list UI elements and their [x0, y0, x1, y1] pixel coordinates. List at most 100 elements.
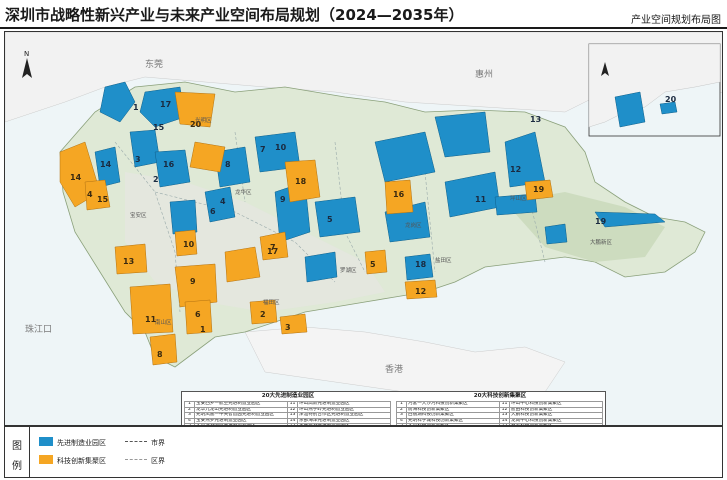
- list-row: 2 龙华九龙山先进制造业园区 12 坪山燕子岭先进制造业园区: [184, 406, 391, 414]
- list-row: 3 光明凤凰—中央智造园先进制造业园区 13 深汕特别合作区先进制造业园区: [184, 412, 391, 419]
- advanced-park[interactable]: [374, 131, 436, 183]
- tech-cluster[interactable]: [404, 279, 438, 300]
- advanced-label: 15: [153, 123, 165, 132]
- tech-label: 12: [415, 287, 426, 296]
- advanced-park[interactable]: [304, 251, 338, 283]
- advanced-park[interactable]: [139, 86, 186, 128]
- tech-list-title: 20大科技创新集聚区: [473, 393, 527, 399]
- tech-label: 6: [195, 310, 201, 319]
- advanced-label: 10: [275, 143, 287, 152]
- tech-label: 11: [145, 315, 157, 324]
- advanced-label: 20: [665, 95, 677, 104]
- advanced-parks: [94, 81, 666, 283]
- tech-label: 5: [370, 260, 376, 269]
- legend-city-boundary-label: 市界: [151, 439, 165, 447]
- legend-city-boundary-line: [125, 441, 147, 442]
- list-row: 5大运科技创新集聚区15石岩科技创新集聚区: [396, 423, 603, 425]
- advanced-labels: 1 2 3 4 5 6 7 8 9 10 11 12 13 14 15 16 1…: [100, 95, 677, 269]
- advanced-park[interactable]: [544, 223, 568, 245]
- tech-labels: 1 2 3 4 5 6 7 8 9 10 11 12 13 14 15 16 1…: [70, 120, 545, 359]
- tech-cluster[interactable]: [84, 179, 111, 211]
- advanced-park[interactable]: [494, 193, 538, 216]
- legend-district-boundary-label: 区界: [151, 457, 165, 465]
- park-list-panel: 20大先进制造业园区 20大科技创新集聚区 1 宝安西乡—航空先进制造业园区 11 坪…: [181, 391, 606, 425]
- tech-cluster[interactable]: [184, 299, 213, 335]
- north-arrow-icon: [601, 62, 609, 76]
- list-item: 坪山燕子岭先进制造业园区: [297, 406, 391, 414]
- tech-cluster[interactable]: [224, 246, 261, 283]
- advanced-park[interactable]: [214, 146, 251, 188]
- advanced-label: 4: [220, 197, 226, 206]
- hongkong-land: [244, 326, 566, 398]
- tech-cluster[interactable]: [364, 249, 388, 275]
- tech-label: 10: [183, 240, 195, 249]
- district-label: 宝安区: [130, 211, 147, 219]
- map-svg: 1 2 3 4 5 6 7 8 9 10 11 12 13 14 15 16 1…: [5, 32, 722, 425]
- tech-cluster[interactable]: [174, 91, 216, 128]
- title-rule: [0, 27, 727, 29]
- legend-swatch-advanced: [39, 437, 53, 446]
- tech-label: 9: [190, 277, 196, 286]
- tech-label: 8: [157, 350, 163, 359]
- legend-advanced-label: 先进制造业园区: [57, 439, 106, 447]
- tech-cluster[interactable]: [384, 179, 414, 215]
- advanced-park[interactable]: [594, 211, 666, 228]
- advanced-park[interactable]: [154, 149, 191, 188]
- tech-list-table: 1 河套—大沙河科技创新集聚区 11 坪山中心科技创新集聚区 2 前海科技创新集聚区 12 盐…: [396, 401, 603, 425]
- list-row: 1 河套—大沙河科技创新集聚区 11 坪山中心科技创新集聚区: [396, 401, 603, 408]
- district-label: 龙华区: [235, 188, 252, 196]
- list-item: 坪山高新先进制造业园区: [297, 401, 391, 408]
- advanced-label: 6: [210, 207, 216, 216]
- legend-swatch-tech: [39, 455, 53, 464]
- tech-cluster[interactable]: [129, 283, 174, 335]
- svg-text:N: N: [24, 50, 29, 58]
- tech-cluster[interactable]: [114, 243, 148, 275]
- district-label: 盐田区: [435, 256, 452, 264]
- tech-cluster[interactable]: [189, 141, 226, 173]
- tech-cluster[interactable]: [259, 231, 289, 261]
- tech-cluster[interactable]: [174, 229, 198, 257]
- list-item: 坪山中心科技创新集聚区: [509, 401, 603, 408]
- legend-head-bottom: 例: [12, 461, 22, 472]
- advanced-park[interactable]: [404, 253, 434, 281]
- advanced-label: 8: [225, 160, 231, 169]
- list-item: 东部海洋先进制造业园区: [297, 417, 391, 425]
- north-arrow-icon: N: [22, 50, 32, 78]
- advanced-label: 5: [327, 215, 333, 224]
- advanced-park[interactable]: [434, 111, 491, 158]
- tech-cluster[interactable]: [149, 333, 178, 366]
- tech-label: 13: [123, 257, 134, 266]
- advanced-label: 16: [163, 160, 175, 169]
- advanced-label: 17: [160, 100, 171, 109]
- inset-map: [588, 43, 721, 137]
- advanced-label: 12: [510, 165, 521, 174]
- list-item: 大鹏科技创新集聚区: [509, 412, 603, 419]
- list-item: 光明凤凰—中央智造园先进制造业园区: [194, 412, 288, 419]
- tech-cluster[interactable]: [174, 263, 218, 308]
- advanced-park[interactable]: [169, 199, 198, 235]
- list-row: 5大运深港国际先进制造业园区15宝安空港先进制造业园区: [184, 423, 391, 425]
- tech-cluster[interactable]: [524, 179, 554, 201]
- advanced-label: 18: [415, 260, 427, 269]
- legend-head: 图 例: [5, 427, 30, 477]
- advanced-park[interactable]: [99, 81, 136, 123]
- advanced-label: 11: [475, 195, 487, 204]
- advanced-label: 1: [133, 103, 139, 112]
- list-item: 深汕特别合作区先进制造业园区: [297, 412, 391, 419]
- district-label: 南山区: [155, 318, 172, 326]
- tech-cluster[interactable]: [284, 159, 321, 203]
- tech-cluster[interactable]: [279, 313, 308, 335]
- advanced-park[interactable]: [204, 186, 236, 223]
- legend-head-top: 图: [12, 441, 22, 452]
- tech-label: 15: [97, 195, 109, 204]
- tech-clusters: [59, 91, 554, 366]
- list-item: 石岩科技创新集聚区: [509, 423, 603, 425]
- place-labels: 东莞 惠州 香港 珠江口: [25, 58, 493, 375]
- advanced-park[interactable]: [314, 196, 361, 238]
- map-panel[interactable]: 1 2 3 4 5 6 7 8 9 10 11 12 13 14 15 16 1…: [4, 31, 723, 426]
- tech-cluster[interactable]: [249, 299, 278, 325]
- advanced-park[interactable]: [94, 146, 121, 188]
- map-title: 深圳市战略性新兴产业与未来产业空间布局规划（2024—2035年）: [5, 6, 464, 24]
- list-row: 2 前海科技创新集聚区 12 盐田科技创新集聚区: [396, 406, 603, 414]
- tech-label: 3: [285, 323, 291, 332]
